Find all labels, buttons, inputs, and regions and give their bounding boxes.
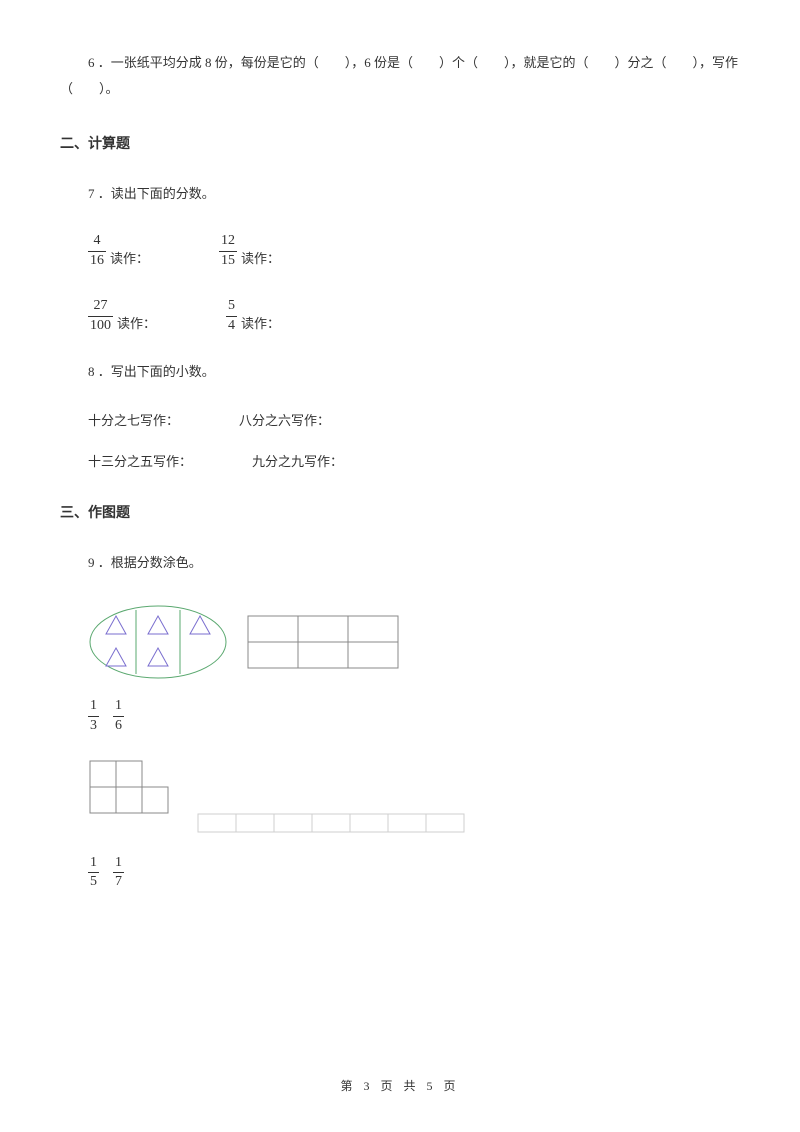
fraction-bar [88, 716, 99, 717]
denominator: 16 [88, 253, 106, 270]
question-9-prompt: 9 ．根据分数涂色。 [60, 553, 740, 574]
page-footer: 第 3 页 共 5 页 [0, 1077, 800, 1096]
figure-1-svg [88, 602, 428, 682]
triangle-icon [190, 616, 210, 634]
write-item: 十三分之五写作： [88, 452, 192, 473]
fraction-bar [113, 872, 124, 873]
denominator: 3 [88, 718, 99, 735]
fraction-label: 1 7 [113, 855, 124, 892]
numerator: 27 [92, 298, 110, 315]
read-label: 读作： [241, 314, 280, 335]
read-label: 读作： [110, 249, 149, 270]
grid-3x2 [248, 616, 398, 668]
triangle-icon [148, 648, 168, 666]
numerator: 1 [88, 855, 99, 872]
fraction-label: 1 5 [88, 855, 99, 892]
q8-row-2: 十三分之五写作： 九分之九写作： [88, 452, 740, 473]
question-6-text: 6 ．一张纸平均分成 8 份，每份是它的（ ），6 份是（ ）个（ ），就是它的… [60, 50, 740, 102]
figure-2-labels: 1 5 1 7 [88, 855, 740, 892]
figure-1-labels: 1 3 1 6 [88, 698, 740, 735]
numerator: 1 [113, 698, 124, 715]
numerator: 4 [92, 233, 103, 250]
q7-row-2: 27 100 读作： 5 4 读作： [88, 298, 740, 335]
fraction-label: 1 6 [113, 698, 124, 735]
figure-2-svg [88, 759, 478, 839]
triangle-icon [106, 648, 126, 666]
fraction: 4 16 [88, 233, 106, 270]
denominator: 15 [219, 253, 237, 270]
fraction: 5 4 [226, 298, 237, 335]
triangle-icon [106, 616, 126, 634]
fraction-group: 4 16 读作： [88, 233, 149, 270]
fraction-group: 5 4 读作： [226, 298, 280, 335]
denominator: 4 [226, 318, 237, 335]
fraction-bar [226, 316, 237, 317]
question-8-prompt: 8 ．写出下面的小数。 [60, 362, 740, 383]
write-item: 八分之六写作： [239, 411, 330, 432]
write-item: 十分之七写作： [88, 411, 179, 432]
strip-7 [198, 814, 464, 832]
triangle-icon [148, 616, 168, 634]
fraction-bar [88, 872, 99, 873]
cross-net [90, 761, 168, 813]
fraction-group: 12 15 读作： [219, 233, 280, 270]
figure-1 [88, 602, 740, 682]
fraction-bar [113, 716, 124, 717]
numerator: 1 [88, 698, 99, 715]
fraction-bar [88, 316, 113, 317]
fraction: 27 100 [88, 298, 113, 335]
fraction-bar [88, 251, 106, 252]
denominator: 6 [113, 718, 124, 735]
numerator: 12 [219, 233, 237, 250]
figure-2 [88, 759, 740, 839]
question-7-prompt: 7 ．读出下面的分数。 [60, 184, 740, 205]
read-label: 读作： [241, 249, 280, 270]
read-label: 读作： [117, 314, 156, 335]
section-2-heading: 二、计算题 [60, 134, 740, 156]
section-3-heading: 三、作图题 [60, 503, 740, 525]
fraction-group: 27 100 读作： [88, 298, 156, 335]
triangle-group [106, 616, 210, 666]
q8-row-1: 十分之七写作： 八分之六写作： [88, 411, 740, 432]
fraction-bar [219, 251, 237, 252]
q7-row-1: 4 16 读作： 12 15 读作： [88, 233, 740, 270]
denominator: 100 [88, 318, 113, 335]
write-item: 九分之九写作： [252, 452, 343, 473]
denominator: 7 [113, 874, 124, 891]
denominator: 5 [88, 874, 99, 891]
fraction-label: 1 3 [88, 698, 99, 735]
numerator: 5 [226, 298, 237, 315]
numerator: 1 [113, 855, 124, 872]
fraction: 12 15 [219, 233, 237, 270]
